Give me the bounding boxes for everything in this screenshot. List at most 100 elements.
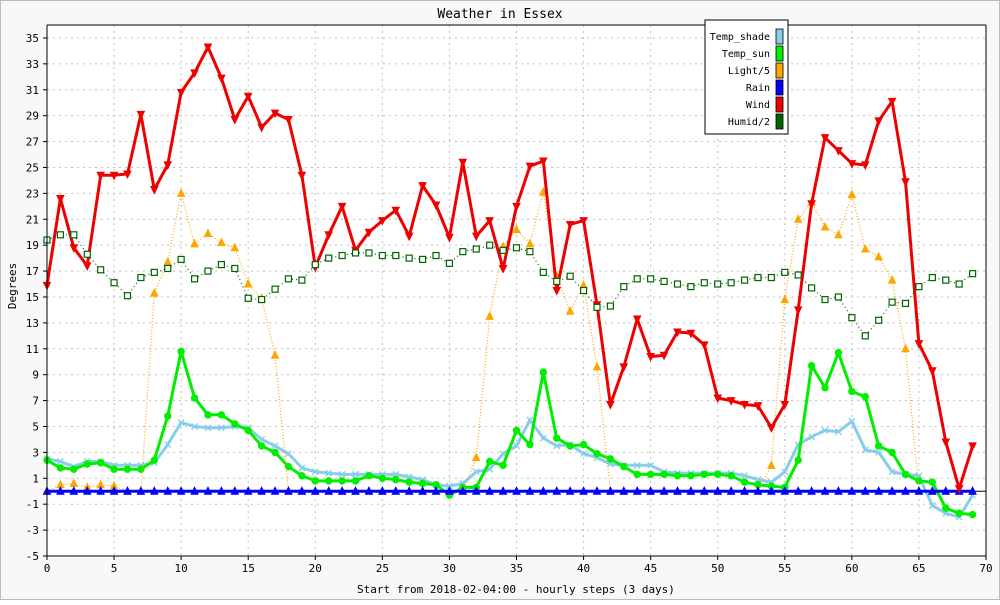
point-rain xyxy=(297,486,307,495)
point-humid-2 xyxy=(56,231,65,239)
point-temp-sun xyxy=(231,420,239,428)
point-rain xyxy=(136,486,146,495)
point-rain xyxy=(552,486,562,495)
point-wind xyxy=(659,351,669,361)
point-light-5 xyxy=(780,294,790,304)
point-rain xyxy=(378,486,387,495)
point-rain xyxy=(726,486,736,495)
point-temp-shade xyxy=(580,450,588,458)
point-humid-2 xyxy=(338,251,346,260)
point-temp-sun xyxy=(164,412,172,420)
point-temp-sun xyxy=(646,470,655,479)
point-humid-2 xyxy=(150,268,158,276)
point-temp-shade xyxy=(928,501,936,509)
x-tick-label: 25 xyxy=(376,562,389,575)
legend-label-temp-sun: Temp_sun xyxy=(722,49,770,60)
y-tick-label: 17 xyxy=(26,265,39,278)
point-rain xyxy=(445,486,454,495)
x-tick-label: 35 xyxy=(510,562,523,575)
point-rain xyxy=(807,486,816,495)
point-wind xyxy=(646,353,655,362)
point-temp-sun xyxy=(499,461,507,470)
point-wind xyxy=(632,315,642,325)
x-tick-label: 55 xyxy=(778,562,791,575)
point-rain xyxy=(525,486,535,495)
point-wind xyxy=(834,147,843,156)
point-humid-2 xyxy=(620,283,628,291)
point-light-5 xyxy=(203,228,213,238)
point-temp-shade xyxy=(298,464,306,472)
point-humid-2 xyxy=(861,332,869,340)
legend-swatch-light-5 xyxy=(775,62,784,79)
x-tick-label: 65 xyxy=(912,562,925,575)
point-wind xyxy=(901,178,910,187)
point-temp-shade xyxy=(271,442,279,450)
point-wind xyxy=(471,232,481,242)
point-temp-sun xyxy=(485,457,494,466)
point-temp-sun xyxy=(204,411,212,419)
point-rain xyxy=(659,486,669,495)
point-wind xyxy=(404,232,414,242)
point-rain xyxy=(431,486,441,495)
point-rain xyxy=(351,486,360,495)
point-light-5 xyxy=(176,188,186,197)
point-wind xyxy=(860,161,870,170)
point-humid-2 xyxy=(593,303,601,311)
point-wind xyxy=(378,217,387,226)
point-rain xyxy=(498,486,508,495)
point-rain xyxy=(109,486,119,495)
point-humid-2 xyxy=(781,268,789,276)
y-tick-label: -5 xyxy=(26,550,39,563)
point-humid-2 xyxy=(204,267,212,275)
point-humid-2 xyxy=(928,273,936,282)
point-humid-2 xyxy=(378,251,386,260)
point-humid-2 xyxy=(727,279,735,287)
point-humid-2 xyxy=(687,283,695,291)
point-rain xyxy=(579,486,588,495)
point-humid-2 xyxy=(754,273,762,282)
point-temp-sun xyxy=(700,470,708,479)
point-temp-shade xyxy=(861,446,869,454)
point-wind xyxy=(686,329,696,339)
series-rain xyxy=(42,486,977,495)
series-temp-sun xyxy=(43,347,977,519)
y-tick-label: 3 xyxy=(32,446,39,459)
point-wind xyxy=(740,400,749,410)
point-temp-sun xyxy=(405,478,413,486)
point-temp-sun xyxy=(888,448,896,457)
point-temp-shade xyxy=(741,472,749,480)
point-rain xyxy=(230,486,240,495)
point-wind xyxy=(498,264,508,274)
point-humid-2 xyxy=(700,279,708,287)
point-humid-2 xyxy=(647,275,655,283)
point-temp-sun xyxy=(298,472,306,480)
point-temp-shade xyxy=(499,450,507,458)
point-rain xyxy=(834,486,843,495)
point-temp-sun xyxy=(150,456,159,464)
point-temp-shade xyxy=(647,461,655,469)
point-temp-shade xyxy=(284,450,292,458)
y-tick-label: 21 xyxy=(26,213,39,226)
point-humid-2 xyxy=(244,294,252,302)
point-wind xyxy=(847,160,857,169)
point-temp-shade xyxy=(633,461,641,469)
point-temp-sun xyxy=(137,465,145,473)
x-tick-labels: 0 5 10 15 20 25 30 35 40 45 50 55 60 65 70 xyxy=(44,562,993,575)
axes xyxy=(43,24,987,560)
point-temp-shade xyxy=(472,468,480,476)
point-humid-2 xyxy=(472,245,480,253)
point-temp-sun xyxy=(915,477,923,485)
point-rain xyxy=(820,486,830,495)
point-wind xyxy=(109,171,119,181)
point-rain xyxy=(887,486,897,495)
point-rain xyxy=(874,486,883,495)
point-temp-sun xyxy=(579,440,588,449)
point-light-5 xyxy=(793,214,803,223)
point-rain xyxy=(364,486,374,495)
point-rain xyxy=(740,486,749,495)
point-light-5 xyxy=(230,242,240,252)
legend-label-light-5: Light/5 xyxy=(728,66,770,77)
point-rain xyxy=(539,486,548,495)
point-wind xyxy=(230,116,240,125)
